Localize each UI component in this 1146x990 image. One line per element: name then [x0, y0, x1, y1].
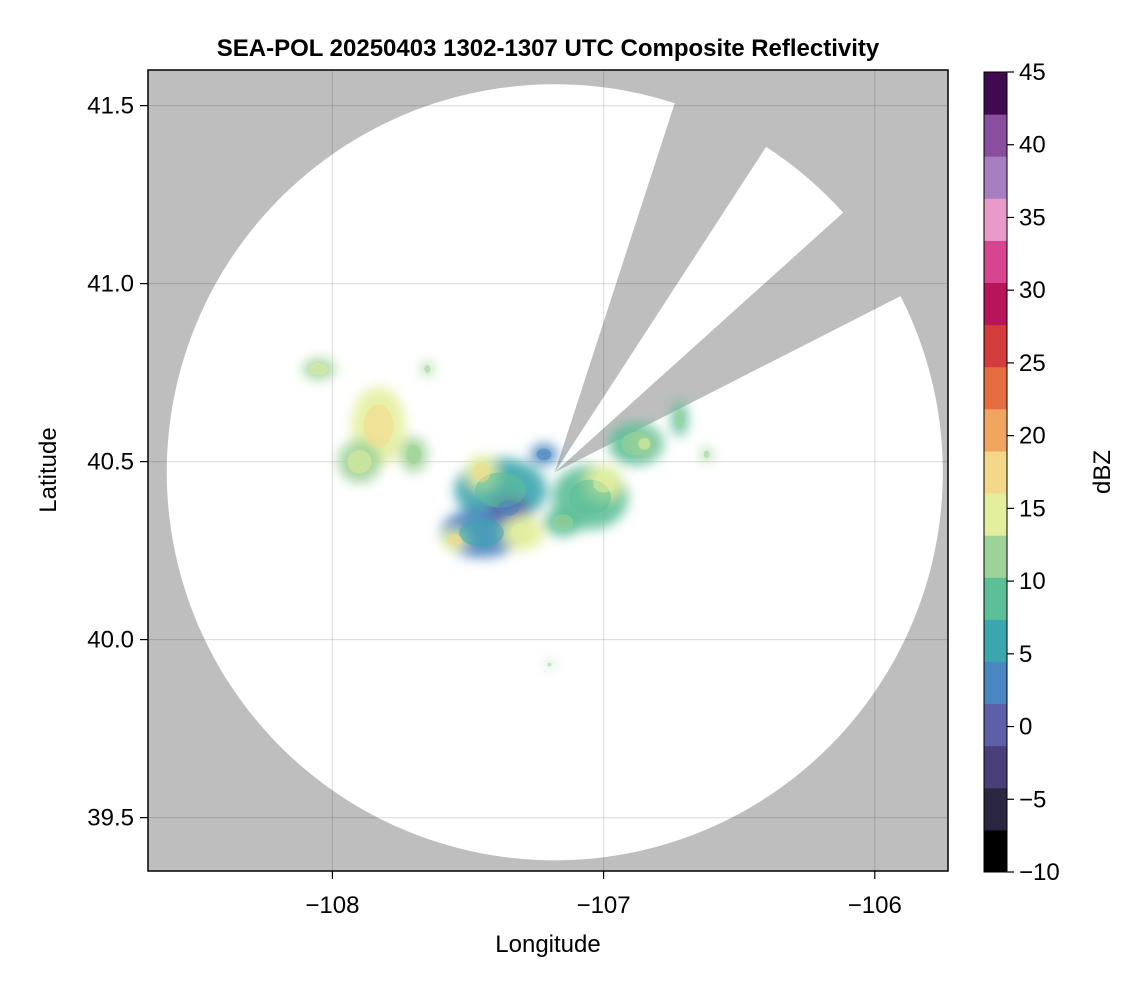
colorbar-step [984, 619, 1007, 662]
plot-area [147, 69, 949, 872]
echo-core [536, 448, 552, 461]
echo-core [552, 514, 574, 530]
echo-core [621, 432, 652, 456]
colorbar-step [984, 324, 1007, 368]
colorbar-step [984, 240, 1007, 284]
colorbar-tick-label: 0 [1019, 714, 1032, 741]
colorbar-step [984, 493, 1007, 536]
x-axis-label: Longitude [495, 931, 600, 958]
colorbar-step [984, 282, 1007, 326]
colorbar-step [984, 535, 1007, 578]
x-axis-ticks: −108 −107 −106 [305, 871, 902, 919]
colorbar-step [984, 829, 1007, 873]
y-axis-label: Latitude [35, 427, 62, 512]
y-axis-ticks: 39.5 40.0 40.5 41.0 41.5 [87, 93, 148, 832]
colorbar: −10 −5 0 5 10 15 20 25 30 35 40 45 dBZ [983, 59, 1116, 886]
echo-core [406, 444, 422, 465]
reflectivity-cores [309, 363, 710, 667]
echo-core [510, 523, 535, 543]
colorbar-label: dBZ [1089, 450, 1116, 494]
y-tick-label: 40.5 [87, 449, 134, 476]
colorbar-step [984, 745, 1007, 789]
colorbar-tick-label: 5 [1019, 641, 1032, 668]
colorbar-tick-label: 45 [1019, 59, 1046, 86]
colorbar-tick-label: 15 [1019, 495, 1046, 522]
colorbar-tick-label: −10 [1019, 859, 1060, 886]
y-tick-label: 40.0 [87, 627, 134, 654]
echo-core [363, 404, 394, 448]
echo-core [475, 472, 526, 508]
colorbar-step [984, 72, 1007, 115]
x-tick-label: −108 [305, 892, 359, 919]
echo-core [446, 534, 462, 546]
colorbar-step [984, 703, 1007, 747]
echo-core [675, 409, 685, 429]
colorbar-tick-label: 20 [1019, 423, 1046, 450]
colorbar-steps [984, 72, 1007, 873]
colorbar-frame [983, 71, 1008, 873]
colorbar-step [984, 450, 1007, 494]
colorbar-ticks: −10 −5 0 5 10 15 20 25 30 35 40 45 [1007, 59, 1060, 886]
echo-core [703, 450, 710, 459]
y-tick-label: 39.5 [87, 805, 134, 832]
colorbar-tick-label: 25 [1019, 350, 1046, 377]
echo-core [309, 363, 328, 375]
colorbar-step [984, 114, 1007, 157]
echo-core [424, 365, 431, 373]
colorbar-step [984, 577, 1007, 620]
echo-core [347, 449, 372, 474]
colorbar-step [984, 366, 1007, 410]
echo-core [498, 500, 520, 516]
echo-core [593, 473, 615, 493]
colorbar-step [984, 408, 1007, 452]
x-tick-label: −107 [577, 892, 631, 919]
colorbar-step [984, 156, 1007, 199]
echo-core [547, 662, 552, 667]
echo-core [638, 437, 651, 450]
colorbar-step [984, 787, 1007, 831]
colorbar-tick-label: 40 [1019, 132, 1046, 159]
colorbar-tick-label: 10 [1019, 568, 1046, 595]
y-tick-label: 41.5 [87, 93, 134, 120]
plot-frame [147, 69, 949, 872]
chart-title: SEA-POL 20250403 1302-1307 UTC Composite… [217, 35, 880, 62]
echo-core [472, 462, 491, 483]
colorbar-tick-label: 30 [1019, 277, 1046, 304]
echo-core [459, 519, 504, 547]
radar-coverage-area [166, 84, 943, 861]
colorbar-step [984, 198, 1007, 241]
y-tick-label: 41.0 [87, 271, 134, 298]
colorbar-step [984, 661, 1007, 705]
colorbar-tick-label: −5 [1019, 786, 1046, 813]
colorbar-tick-label: 35 [1019, 204, 1046, 231]
x-tick-label: −106 [848, 892, 902, 919]
